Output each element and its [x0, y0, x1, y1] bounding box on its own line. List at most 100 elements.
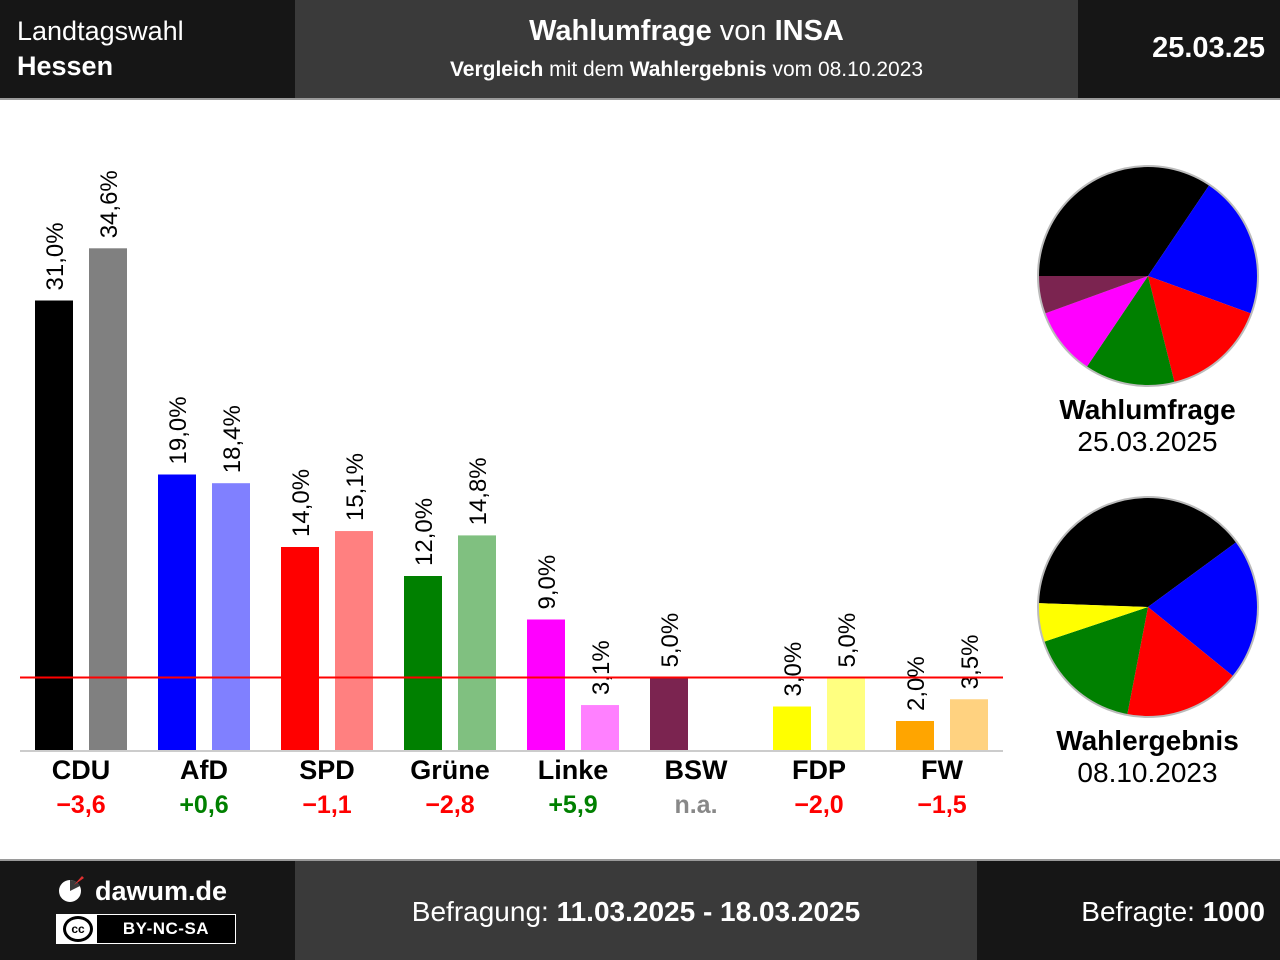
license-badge[interactable]: cc BY-NC-SA	[56, 914, 236, 944]
pie-slice	[1147, 276, 1251, 383]
respondents: Befragte: 1000	[1081, 896, 1265, 928]
pie-chart-result	[1036, 496, 1259, 718]
value-label: 9,0%	[534, 555, 561, 610]
difference-label: +0,6	[179, 791, 228, 819]
region-box: Landtagswahl Hessen	[0, 0, 295, 98]
dawum-logo-icon	[59, 876, 84, 902]
bar	[650, 677, 688, 750]
pie-slice	[1147, 184, 1258, 314]
bar	[527, 619, 565, 750]
pie-slice	[1085, 276, 1175, 386]
party-label: Grüne	[410, 755, 490, 785]
difference-label: −3,6	[56, 791, 105, 819]
election-type: Landtagswahl	[17, 16, 184, 46]
value-label: 19,0%	[165, 396, 192, 464]
pie-slice	[1044, 276, 1148, 368]
region-name: Hessen	[17, 51, 114, 81]
bar	[581, 705, 619, 750]
pollster-name: INSA	[774, 15, 844, 47]
party-label: BSW	[665, 755, 729, 785]
pie-outline	[1036, 496, 1259, 718]
pie-slice	[1126, 607, 1233, 717]
license-text: BY-NC-SA	[97, 915, 235, 943]
title-part: Wahlumfrage	[529, 15, 712, 47]
title-box: Wahlumfrage von INSA Vergleich mit dem W…	[295, 0, 1078, 98]
bar	[458, 535, 496, 750]
bar	[212, 483, 250, 750]
subtitle-part: mit dem	[543, 58, 630, 81]
difference-label: −1,1	[302, 791, 351, 819]
pie-result: Wahlergebnis 08.10.2023	[1030, 494, 1265, 789]
bar	[404, 576, 442, 750]
difference-label: +5,9	[548, 791, 597, 819]
pie-slice	[1037, 276, 1148, 314]
bar	[896, 721, 934, 750]
subtitle-part: Vergleich	[449, 58, 544, 81]
date-box: 25.03.25	[1078, 0, 1280, 98]
bar	[158, 474, 196, 750]
survey-label: Befragung:	[411, 896, 557, 927]
respondents-label: Befragte:	[1081, 896, 1203, 927]
value-label: 14,0%	[288, 469, 315, 537]
pie-result-date: 08.10.2023	[1077, 757, 1218, 788]
value-label: 3,0%	[780, 642, 807, 697]
bar	[827, 677, 865, 750]
respondents-count: 1000	[1202, 896, 1265, 927]
title-part: von	[711, 15, 775, 47]
subtitle-part: vom 08.10.2023	[766, 58, 924, 81]
header-divider	[0, 98, 1280, 100]
party-label: SPD	[299, 755, 355, 785]
value-label: 5,0%	[657, 613, 684, 668]
difference-label: n.a.	[674, 791, 717, 819]
difference-label: −2,8	[425, 791, 474, 819]
brand-box: dawum.de cc BY-NC-SA	[0, 861, 295, 960]
survey-period: Befragung: 11.03.2025 - 18.03.2025	[295, 896, 977, 928]
value-label: 12,0%	[411, 498, 438, 566]
pie-poll: Wahlumfrage 25.03.2025	[1030, 163, 1265, 458]
value-label: 14,8%	[465, 457, 492, 525]
pie-slice	[1043, 607, 1148, 716]
survey-box: Befragung: 11.03.2025 - 18.03.2025	[295, 861, 977, 960]
brand-link[interactable]: dawum.de	[95, 876, 228, 906]
value-label: 2,0%	[903, 656, 930, 711]
value-label: 3,5%	[957, 635, 984, 690]
pie-outline	[1036, 165, 1259, 387]
pie-result-title: Wahlergebnis	[1056, 725, 1239, 756]
subtitle-part: Wahlergebnis	[629, 58, 767, 81]
poll-date: 25.03.25	[1152, 32, 1265, 64]
value-label: 3,1%	[588, 640, 615, 695]
pie-slice	[1037, 497, 1237, 607]
party-label: CDU	[52, 755, 111, 785]
difference-label: −1,5	[917, 791, 966, 819]
pie-slice	[1037, 603, 1148, 642]
bar	[35, 300, 73, 750]
page-subtitle: Vergleich mit dem Wahlergebnis vom 08.10…	[295, 58, 1078, 82]
bar	[335, 531, 373, 750]
pie-poll-date: 25.03.2025	[1077, 426, 1218, 457]
party-label: FW	[921, 755, 963, 785]
page-title: Wahlumfrage von INSA	[295, 15, 1078, 48]
party-label: AfD	[180, 755, 228, 785]
pie-slice	[1037, 166, 1210, 276]
pie-poll-title: Wahlumfrage	[1059, 394, 1236, 425]
pie-chart-poll	[1036, 165, 1259, 387]
bar	[281, 547, 319, 750]
value-label: 15,1%	[342, 453, 369, 521]
bar	[89, 248, 127, 751]
bar-chart: 31,0% 34,6% CDU −3,6 19,0% 18,4% AfD +0,6 14,0% 1…	[20, 170, 1003, 819]
value-label: 18,4%	[219, 405, 246, 473]
respondents-box: Befragte: 1000	[977, 861, 1280, 960]
value-label: 5,0%	[834, 613, 861, 668]
bar	[773, 706, 811, 750]
difference-label: −2,0	[794, 791, 843, 819]
value-label: 34,6%	[96, 170, 123, 238]
pie-slice	[1147, 541, 1258, 677]
header: Landtagswahl Hessen Wahlumfrage von INSA…	[0, 0, 1280, 98]
bar	[950, 699, 988, 750]
value-label: 31,0%	[42, 222, 69, 290]
survey-dates: 11.03.2025 - 18.03.2025	[556, 896, 861, 927]
footer-divider	[0, 859, 1280, 861]
cc-icon: cc	[63, 916, 93, 942]
party-label: Linke	[538, 755, 609, 785]
party-label: FDP	[792, 755, 846, 785]
